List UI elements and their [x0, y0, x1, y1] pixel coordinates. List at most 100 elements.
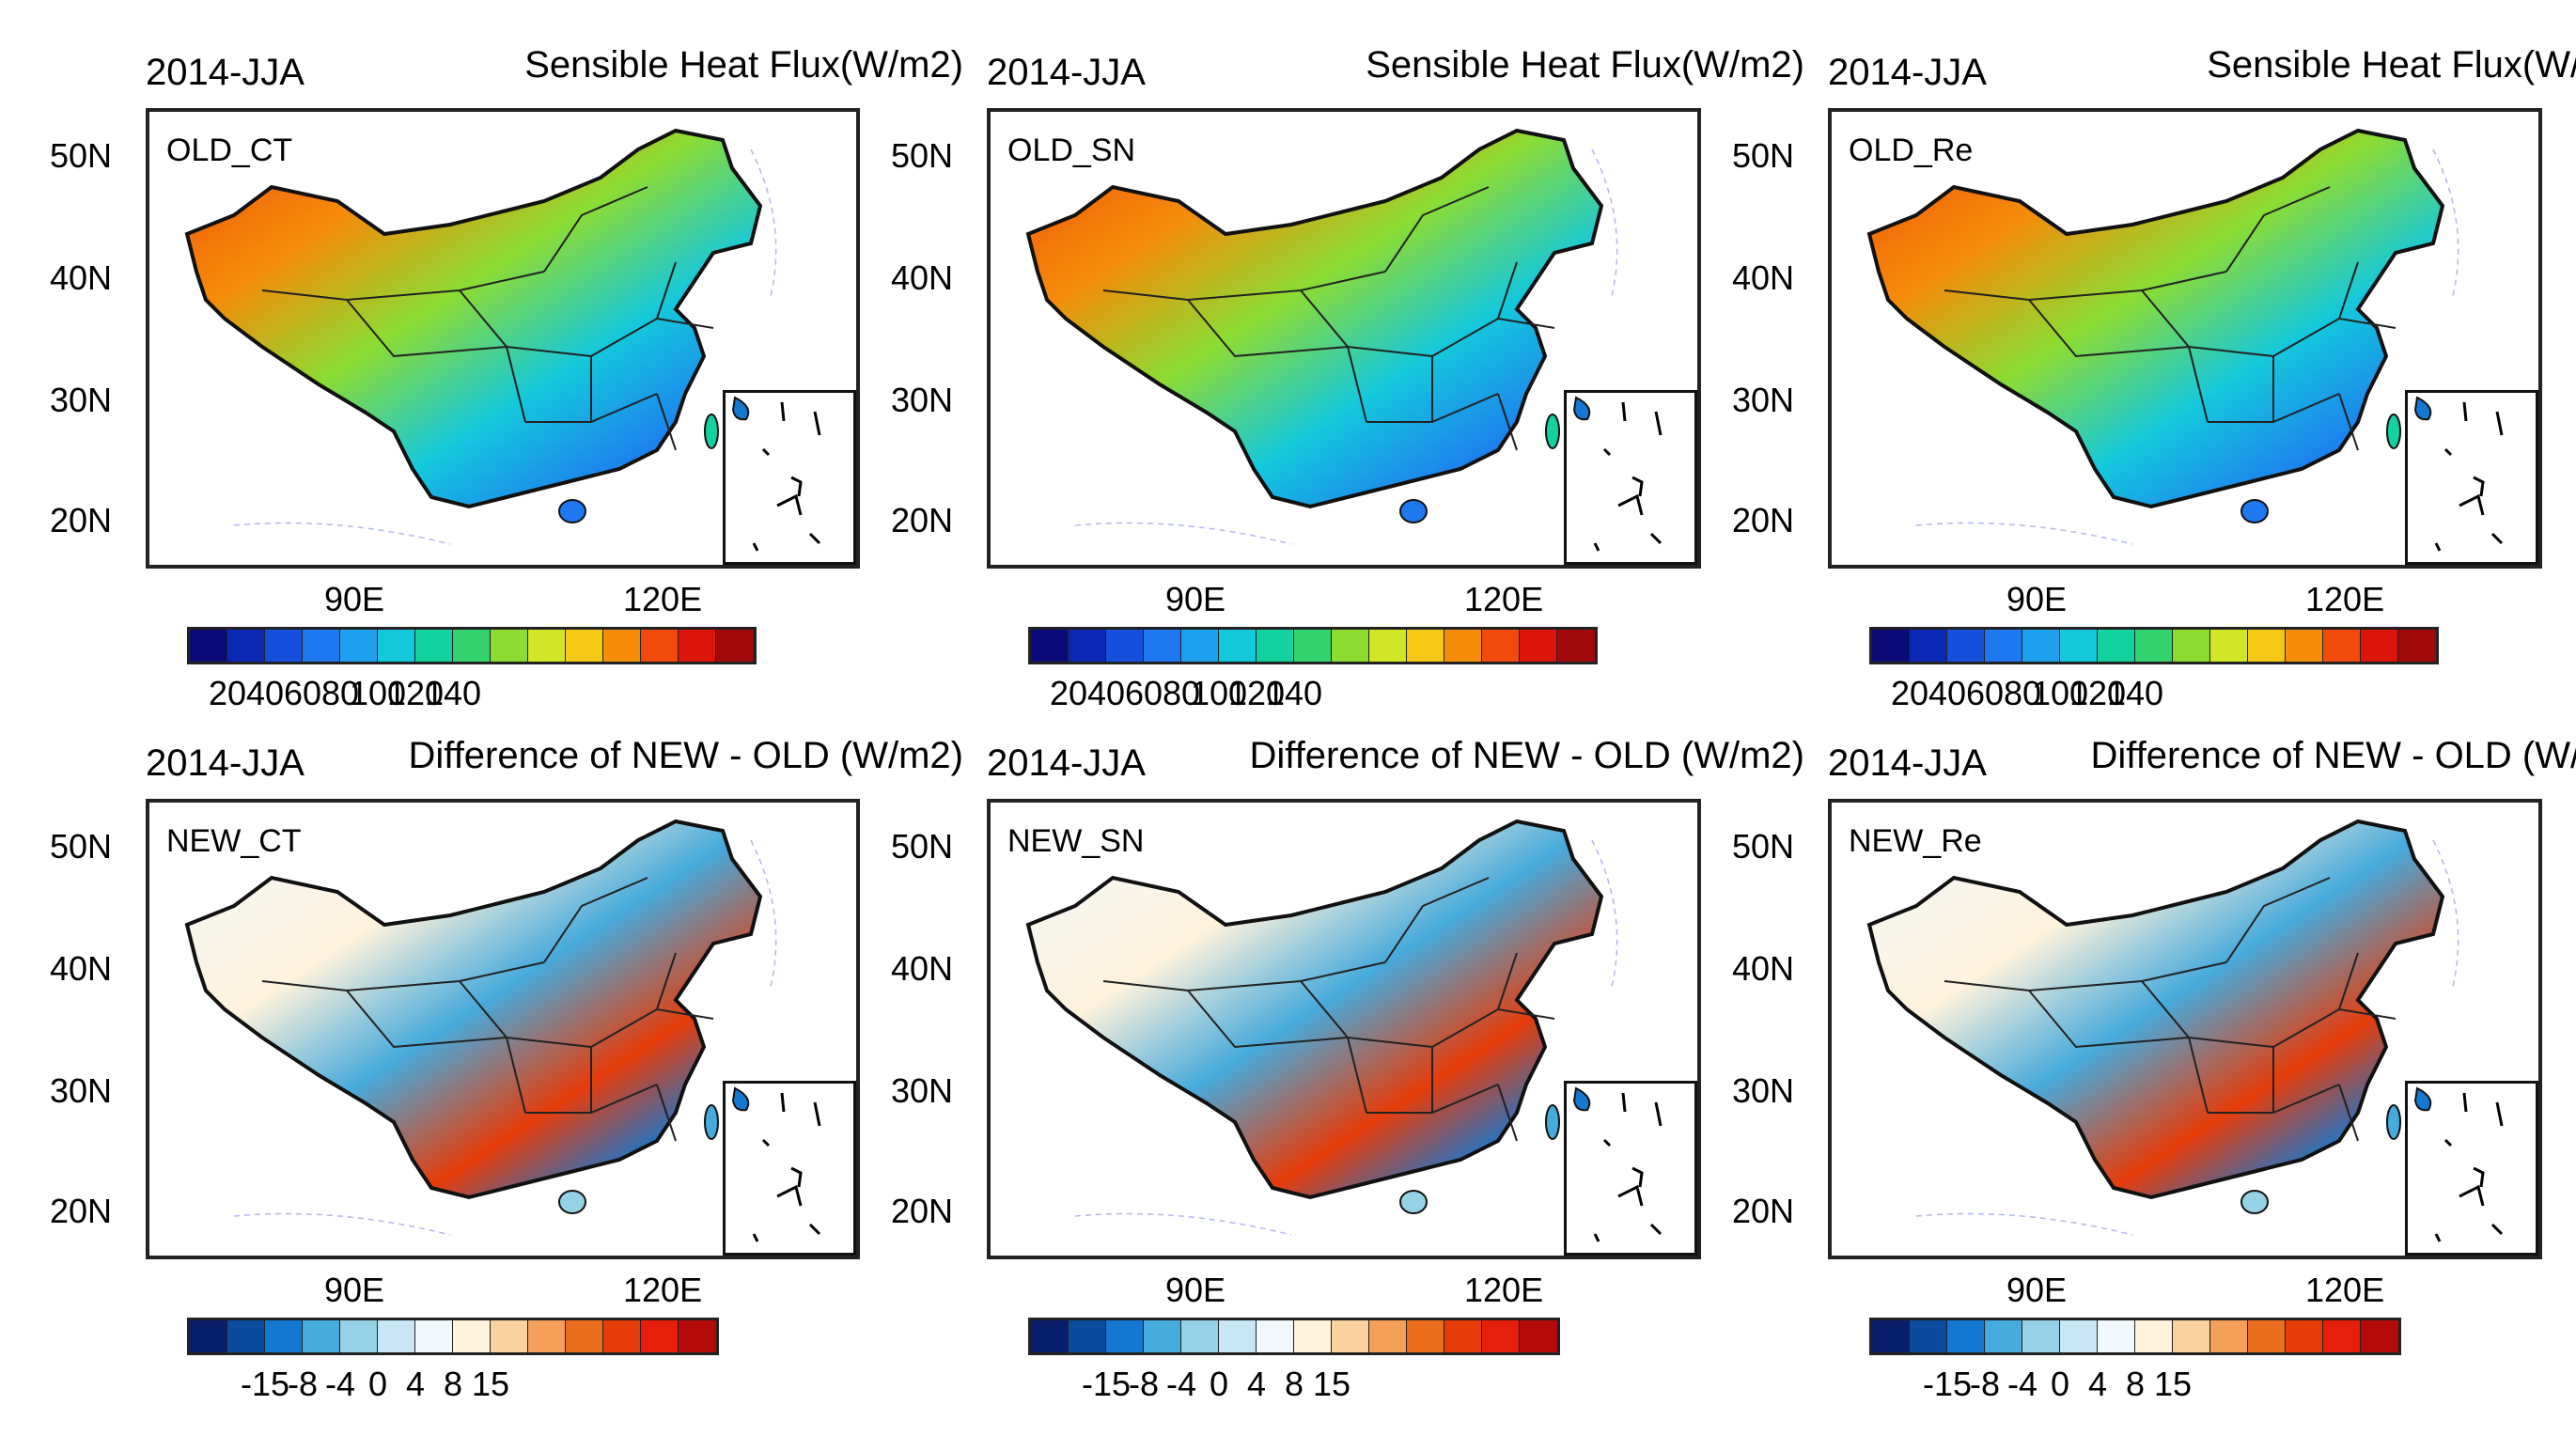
lat-label-50n: 50N: [50, 827, 113, 866]
colorbar-swatch: [641, 1320, 679, 1352]
colorbar-tick-label: 60: [283, 674, 322, 712]
colorbar-tick-label: 100: [2031, 674, 2089, 712]
colorbar-swatch: [1872, 1320, 1910, 1352]
colorbar-swatch: [1520, 630, 1557, 662]
colorbar-swatch: [227, 630, 265, 662]
colorbar-swatch: [1257, 1320, 1294, 1352]
colorbar-swatch: [1985, 1320, 2022, 1352]
colorbar-swatch: [303, 1320, 340, 1352]
colorbar-swatch: [265, 1320, 303, 1352]
lat-label-30n: 30N: [50, 381, 113, 419]
colorbar-tick-label: 15: [1312, 1365, 1351, 1403]
colorbar-tick-label: 120: [2069, 674, 2127, 712]
colorbar-swatch: [190, 1320, 227, 1352]
china-map: [184, 819, 777, 1236]
colorbar-tick-label: -4: [2006, 1365, 2038, 1403]
lon-label-90e: 90E: [1165, 580, 1226, 618]
colorbar-swatch: [2361, 630, 2398, 662]
colorbar-tick-label: -8: [1969, 1365, 2001, 1403]
colorbar-swatch: [641, 630, 679, 662]
map-frame: NEW_Re: [1828, 799, 2542, 1259]
colorbar-swatch: [415, 630, 453, 662]
colorbar-swatch: [378, 630, 415, 662]
colorbar-tick-label: 4: [1246, 1365, 1267, 1403]
lat-label-40n: 40N: [1732, 949, 1795, 988]
colorbar-swatch: [2135, 1320, 2173, 1352]
lat-label-50n: 50N: [1732, 827, 1795, 866]
lon-label-90e: 90E: [2006, 580, 2068, 618]
colorbar-swatch: [340, 630, 378, 662]
colorbar-swatch: [1407, 1320, 1444, 1352]
colorbar-swatch: [566, 1320, 603, 1352]
colorbar-swatch: [2060, 1320, 2098, 1352]
colorbar-swatch: [227, 1320, 265, 1352]
lat-label-50n: 50N: [1732, 136, 1795, 175]
lat-label-50n: 50N: [50, 136, 113, 175]
colorbar-swatch: [190, 630, 227, 662]
colorbar-tick-label: 60: [1965, 674, 2005, 712]
colorbar-tick-label: 20: [1890, 674, 1929, 712]
lon-label-120e: 120E: [623, 580, 703, 618]
season-label: 2014-JJA: [1828, 742, 1987, 784]
colorbar-tick-label: 15: [471, 1365, 510, 1403]
colorbar: [187, 627, 757, 664]
lon-label-90e: 90E: [324, 1271, 385, 1309]
season-label: 2014-JJA: [987, 52, 1146, 93]
colorbar-swatch: [1369, 1320, 1407, 1352]
experiment-tag: OLD_SN: [1007, 133, 1136, 168]
colorbar-swatch: [1144, 630, 1181, 662]
colorbar-swatch: [1294, 1320, 1332, 1352]
colorbar-swatch: [2248, 1320, 2286, 1352]
south-china-sea-inset: [2405, 390, 2538, 565]
colorbar-swatch: [1332, 630, 1369, 662]
colorbar-swatch: [1947, 1320, 1985, 1352]
colorbar-swatch: [2098, 630, 2135, 662]
colorbar-tick-label: 80: [320, 674, 360, 712]
china-map: [1866, 819, 2459, 1236]
colorbar-swatch: [1219, 1320, 1257, 1352]
colorbar-swatch: [679, 630, 716, 662]
colorbar-swatch: [1482, 630, 1520, 662]
colorbar-swatch: [1947, 630, 1985, 662]
map-frame: OLD_Re: [1828, 108, 2542, 569]
colorbar-swatch: [716, 630, 754, 662]
colorbar-swatch: [2361, 1320, 2398, 1352]
map-panel-new-sn: 2014-JJA Difference of NEW - OLD (W/m2) …: [891, 735, 1833, 1419]
colorbar-swatch: [491, 1320, 528, 1352]
colorbar-swatch: [1872, 630, 1910, 662]
colorbar-tick-label: -4: [324, 1365, 356, 1403]
map-panel-old-ct: 2014-JJA Sensible Heat Flux(W/m2) OLD_CT…: [50, 44, 991, 728]
map-frame: OLD_SN: [987, 108, 1701, 569]
south-china-sea-inset: [723, 1081, 856, 1256]
colorbar: [1028, 627, 1598, 664]
colorbar-tick-label: 4: [2087, 1365, 2108, 1403]
colorbar-swatch: [265, 630, 303, 662]
map-frame: OLD_CT: [146, 108, 860, 569]
lon-label-90e: 90E: [1165, 1271, 1226, 1309]
colorbar-swatch: [340, 1320, 378, 1352]
colorbar-swatch: [1257, 630, 1294, 662]
colorbar-swatch: [1482, 1320, 1520, 1352]
colorbar-swatch: [1294, 630, 1332, 662]
colorbar-swatch: [1181, 1320, 1219, 1352]
season-label: 2014-JJA: [146, 742, 304, 784]
colorbar-swatch: [603, 1320, 641, 1352]
colorbar-swatch: [1031, 1320, 1069, 1352]
colorbar-tick-label: -15: [1922, 1365, 1973, 1403]
colorbar-swatch: [1069, 630, 1106, 662]
colorbar-swatch: [1407, 630, 1444, 662]
map-panel-old-re: 2014-JJA Sensible Heat Flux(W/m2) OLD_Re…: [1732, 44, 2576, 728]
colorbar-swatch: [1910, 1320, 1947, 1352]
lon-label-90e: 90E: [2006, 1271, 2068, 1309]
china-map: [1025, 128, 1618, 545]
panel-title: Sensible Heat Flux(W/m2): [524, 44, 963, 86]
colorbar-tick-label: 4: [405, 1365, 426, 1403]
china-map: [184, 128, 777, 545]
colorbar-swatch: [2173, 1320, 2210, 1352]
china-map: [1866, 128, 2459, 545]
panel-title: Difference of NEW - OLD (W/m2): [1249, 735, 1804, 776]
colorbar-swatch: [528, 630, 566, 662]
map-panel-new-ct: 2014-JJA Difference of NEW - OLD (W/m2) …: [50, 735, 991, 1419]
lat-label-20n: 20N: [1732, 1192, 1795, 1230]
lat-label-40n: 40N: [1732, 258, 1795, 297]
